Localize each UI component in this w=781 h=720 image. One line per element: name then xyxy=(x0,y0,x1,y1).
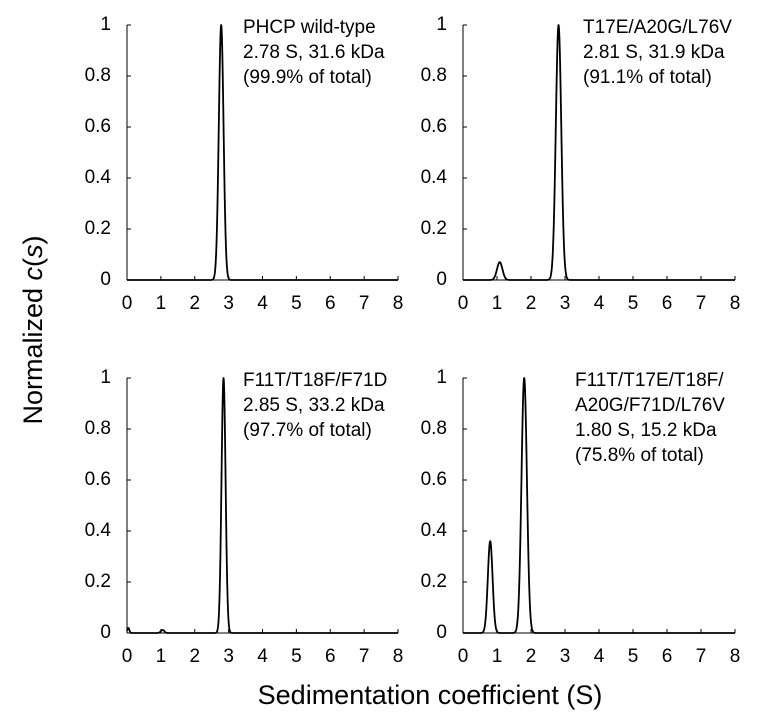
annotation-line: (91.1% of total) xyxy=(583,67,712,88)
x-tick-label: 8 xyxy=(730,293,741,314)
y-tick-label: 0.6 xyxy=(85,116,111,137)
y-tick-label: 0 xyxy=(100,269,111,290)
x-tick-label: 3 xyxy=(560,646,571,667)
x-tick-label: 7 xyxy=(359,646,370,667)
panel-1: 0 0.2 0.4 0.6 0.8 1 0 1 2 3 4 5 6 7 8 PHCP wild-type 2.7… xyxy=(85,14,404,314)
cs-distribution-line xyxy=(126,377,399,634)
y-tick-label: 0 xyxy=(436,622,447,643)
panels: 0 0.2 0.4 0.6 0.8 1 0 1 2 3 4 5 6 7 8 PHCP wild-type 2.7… xyxy=(85,14,741,667)
x-tick-label: 5 xyxy=(628,293,639,314)
x-tick-label: 1 xyxy=(156,646,167,667)
x-tick-label: 0 xyxy=(122,646,133,667)
annotation-line: T17E/A20G/L76V xyxy=(583,17,732,38)
y-tick-label: 1 xyxy=(100,367,111,388)
x-tick-label: 1 xyxy=(156,293,167,314)
x-tick-label: 6 xyxy=(325,646,336,667)
y-tick-label: 0.2 xyxy=(421,571,447,592)
x-axis-label: Sedimentation coefficient (S) xyxy=(258,680,603,710)
x-tick-label: 2 xyxy=(526,646,537,667)
panel-2: 0 0.2 0.4 0.6 0.8 1 0 1 2 3 4 5 6 7 8 T17E/A20G/L76V 2.8… xyxy=(421,14,741,314)
x-tick-label: 6 xyxy=(662,646,673,667)
y-tick-label: 0.4 xyxy=(421,520,448,541)
annotation-line: 2.85 S, 33.2 kDa xyxy=(243,395,385,416)
x-tick-label: 0 xyxy=(458,646,469,667)
x-tick-label: 8 xyxy=(730,646,741,667)
annotation-line: 1.80 S, 15.2 kDa xyxy=(575,420,717,441)
y-tick-label: 1 xyxy=(436,367,447,388)
x-tick-label: 8 xyxy=(393,646,404,667)
annotation-line: 2.78 S, 31.6 kDa xyxy=(243,42,385,63)
annotation-line: (97.7% of total) xyxy=(243,420,372,441)
x-tick-label: 5 xyxy=(291,293,302,314)
cs-distribution-line xyxy=(462,24,736,281)
annotation-line: 2.81 S, 31.9 kDa xyxy=(583,42,725,63)
y-tick-label: 0.4 xyxy=(85,520,112,541)
x-tick-label: 3 xyxy=(223,293,234,314)
y-axis-label-italic: c xyxy=(18,266,48,280)
x-tick-label: 4 xyxy=(257,293,268,314)
annotation-line: (75.8% of total) xyxy=(575,445,704,466)
y-axis-label-open: ( xyxy=(18,258,48,267)
panel-3: 0 0.2 0.4 0.6 0.8 1 0 1 2 3 4 5 6 7 8 F11T/T18F/F71D 2.8… xyxy=(85,367,404,667)
x-tick-label: 3 xyxy=(223,646,234,667)
annotation-line: (99.9% of total) xyxy=(243,67,372,88)
x-tick-label: 1 xyxy=(492,293,503,314)
x-tick-label: 1 xyxy=(492,646,503,667)
x-tick-label: 8 xyxy=(393,293,404,314)
cs-distribution-line xyxy=(126,24,399,281)
x-tick-label: 3 xyxy=(560,293,571,314)
annotation-line: PHCP wild-type xyxy=(243,17,376,38)
annotation-line: A20G/F71D/L76V xyxy=(575,395,725,416)
y-tick-label: 0.6 xyxy=(421,469,447,490)
x-tick-label: 5 xyxy=(628,646,639,667)
x-tick-label: 0 xyxy=(458,293,469,314)
y-axis-label-var: s xyxy=(18,244,48,258)
x-tick-label: 2 xyxy=(189,293,200,314)
y-axis-label: Normalized c(s) xyxy=(18,235,48,424)
cs-distribution-line xyxy=(462,377,736,634)
y-tick-label: 0.8 xyxy=(85,418,111,439)
panel-4: 0 0.2 0.4 0.6 0.8 1 0 1 2 3 4 5 6 7 8 F11T/T17E/T18F/A2… xyxy=(421,367,741,667)
y-axis-label-close: ) xyxy=(18,235,48,244)
y-tick-label: 0.8 xyxy=(421,65,447,86)
y-tick-label: 0.6 xyxy=(85,469,111,490)
y-tick-label: 0.8 xyxy=(421,418,447,439)
x-tick-label: 6 xyxy=(662,293,673,314)
x-tick-label: 4 xyxy=(594,646,605,667)
y-tick-label: 1 xyxy=(100,14,111,35)
y-tick-label: 0.8 xyxy=(85,65,111,86)
y-tick-label: 0.2 xyxy=(85,218,111,239)
y-tick-label: 0 xyxy=(100,622,111,643)
y-tick-label: 1 xyxy=(436,14,447,35)
x-tick-label: 4 xyxy=(594,293,605,314)
y-axis-label-prefix: Normalized xyxy=(18,280,48,424)
x-tick-label: 6 xyxy=(325,293,336,314)
y-tick-label: 0.4 xyxy=(85,167,112,188)
x-tick-label: 7 xyxy=(359,293,370,314)
x-tick-label: 2 xyxy=(189,646,200,667)
x-tick-label: 7 xyxy=(696,646,707,667)
annotation-line: F11T/T18F/F71D xyxy=(243,370,387,391)
y-tick-label: 0.4 xyxy=(421,167,448,188)
y-tick-label: 0.6 xyxy=(421,116,447,137)
x-tick-label: 5 xyxy=(291,646,302,667)
x-tick-label: 2 xyxy=(526,293,537,314)
x-tick-label: 4 xyxy=(257,646,268,667)
annotation-line: F11T/T17E/T18F/ xyxy=(575,370,724,391)
y-tick-label: 0 xyxy=(436,269,447,290)
y-tick-label: 0.2 xyxy=(421,218,447,239)
y-tick-label: 0.2 xyxy=(85,571,111,592)
x-tick-label: 0 xyxy=(122,293,133,314)
x-tick-label: 7 xyxy=(696,293,707,314)
